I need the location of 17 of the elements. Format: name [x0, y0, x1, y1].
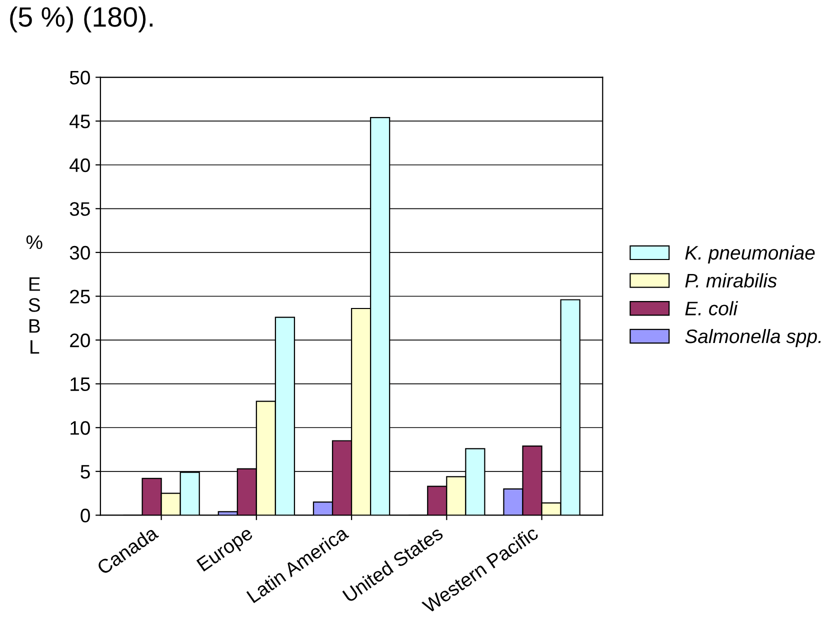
- y-tick-label: 45: [70, 114, 90, 128]
- legend-label: Salmonella spp.: [685, 328, 821, 348]
- y-tick-label: 30: [70, 246, 90, 260]
- text: % ESBL: [26, 235, 42, 354]
- legend-label: E. coli: [685, 301, 738, 316]
- legend-label: K. pneumoniae: [685, 245, 815, 264]
- text: (5 %) (180).: [10, 6, 152, 32]
- y-tick-label: 35: [70, 202, 90, 216]
- legend-label: P. mirabilis: [685, 273, 777, 288]
- y-tick-label: 10: [70, 421, 90, 435]
- y-tick-label: 40: [70, 158, 90, 172]
- y-tick-label: 25: [70, 290, 90, 304]
- y-tick-label: 5: [80, 465, 90, 479]
- y-tick-label: 50: [70, 70, 90, 85]
- y-tick-label: 15: [70, 377, 90, 392]
- y-tick-label: 20: [70, 334, 90, 348]
- y-tick-label: 0: [80, 508, 90, 522]
